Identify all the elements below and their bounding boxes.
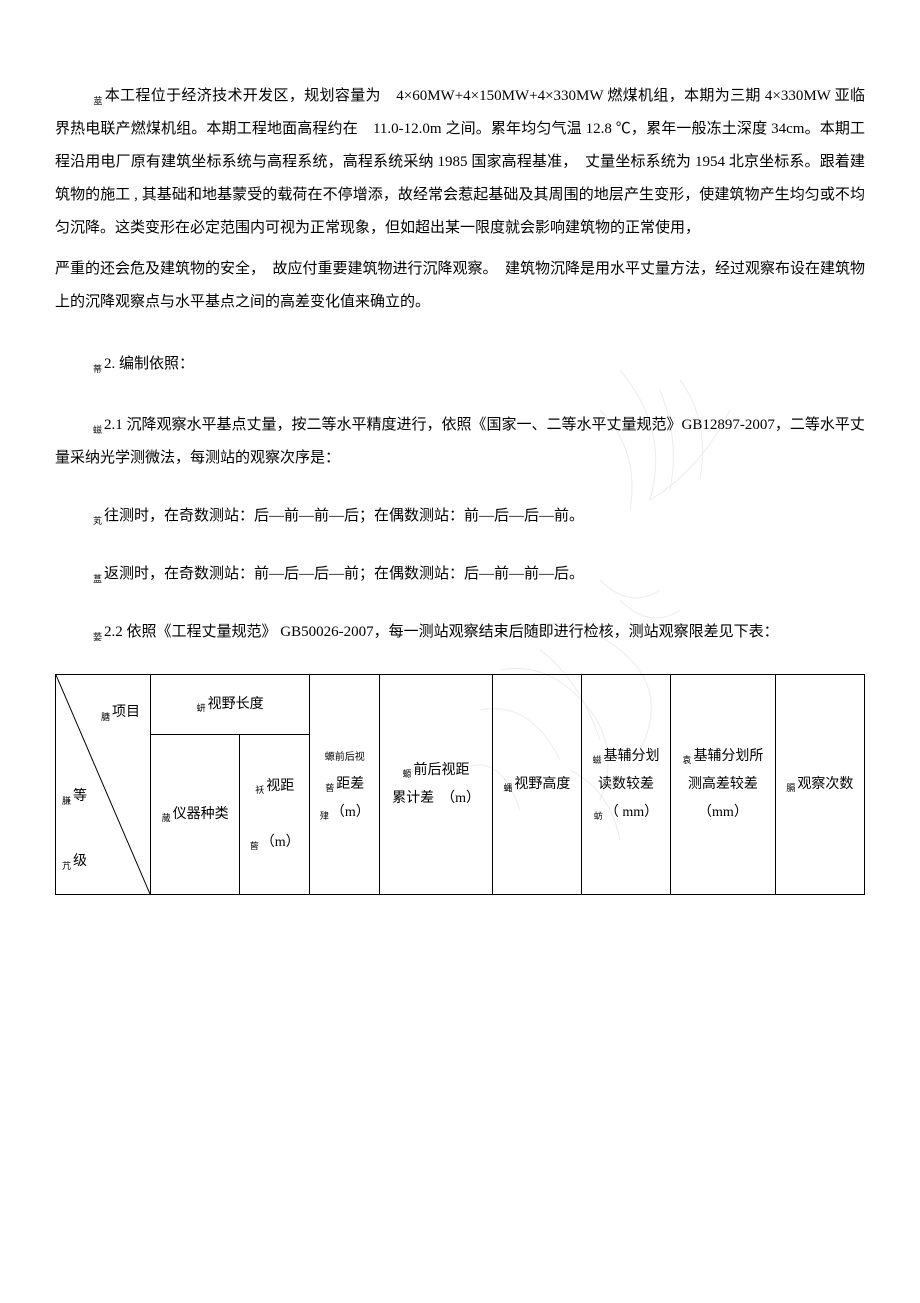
- paragraph-2-2: 蒆2.2 依照《工程丈量规范》 GB50026-2007，每一测站观察结束后随即…: [55, 616, 865, 649]
- col-sight-height: 蝿视野高度: [492, 675, 581, 895]
- col-sight-distance: 袄视距 蒈（m）: [240, 735, 310, 895]
- paragraph-2-1: 螆2.1 沉降观察水平基点丈量，按二等水平精度进行，依照《国家一、二等水平丈量规…: [55, 409, 865, 475]
- limits-table: 膅项目 膁等 芁级 蚈视野长度 螈前后视 蒈距差 肂（m） 螈前后视距 累计差 …: [55, 674, 865, 895]
- document-content: 莁本工程位于经济技术开发区，规划容量为 4×60MW+4×150MW+4×330…: [55, 80, 865, 895]
- limits-table-wrap: 膅项目 膁等 芁级 蚈视野长度 螈前后视 蒈距差 肂（m） 螈前后视距 累计差 …: [55, 674, 865, 895]
- col-reading-diff: 螆基辅分划 读数较差 蚄（ mm）: [581, 675, 670, 895]
- paragraph-forward: 芄往测时，在奇数测站：后—前—前—后；在偶数测站：前—后—后—前。: [55, 500, 865, 533]
- col-sight-length: 蚈视野长度: [151, 675, 310, 735]
- col-cumulative-diff: 螈前后视距 累计差 （m）: [380, 675, 492, 895]
- diagonal-header-cell: 膅项目 膁等 芁级: [56, 675, 151, 895]
- col-observation-count: 膈观察次数: [775, 675, 864, 895]
- paragraph-1: 莁本工程位于经济技术开发区，规划容量为 4×60MW+4×150MW+4×330…: [55, 80, 865, 245]
- paragraph-backward: 蒀返测时，在奇数测站：前—后—后—前；在偶数测站：后—前—前—后。: [55, 558, 865, 591]
- col-height-diff: 袁基辅分划所 测高差较差 （mm）: [671, 675, 776, 895]
- section-heading-2: 蒂2. 编制依照：: [93, 349, 865, 379]
- col-instrument-type: 蒇仪器种类: [151, 735, 240, 895]
- paragraph-2: 严重的还会危及建筑物的安全， 故应付重要建筑物进行沉降观察。 建筑物沉降是用水平…: [55, 253, 865, 319]
- col-front-back-diff: 螈前后视 蒈距差 肂（m）: [310, 675, 380, 895]
- table-row: 膅项目 膁等 芁级 蚈视野长度 螈前后视 蒈距差 肂（m） 螈前后视距 累计差 …: [56, 675, 865, 735]
